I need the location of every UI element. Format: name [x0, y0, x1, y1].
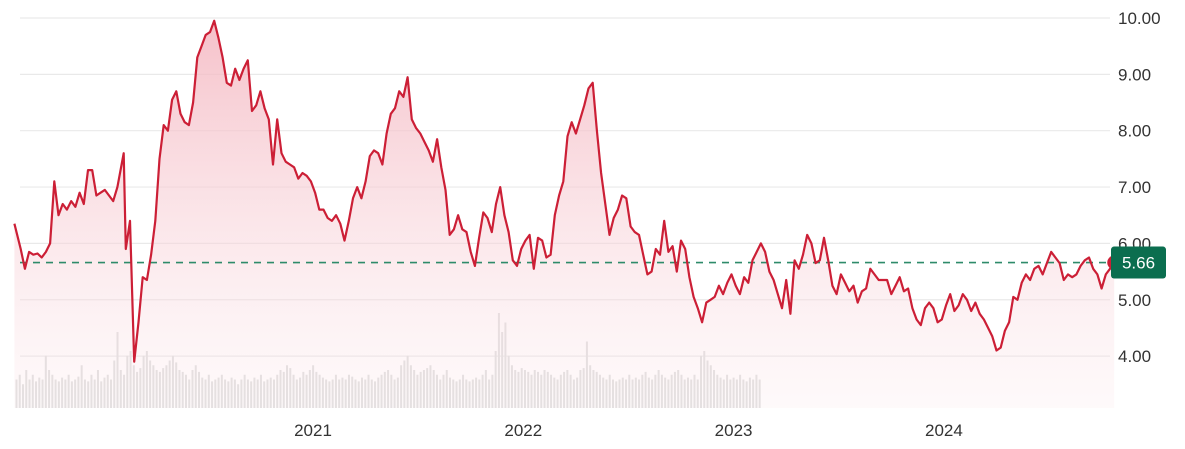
price-area-fill	[14, 20, 1115, 409]
price-area	[14, 20, 1115, 409]
y-tick-label: 8.00	[1118, 122, 1151, 141]
price-line	[13, 19, 1116, 363]
x-axis-ticks: 2021 2022 2023 2024	[294, 421, 963, 440]
y-tick-label: 10.00	[1118, 9, 1161, 28]
x-tick-label: 2024	[925, 421, 963, 440]
current-price-marker: 5.66	[1107, 246, 1166, 279]
x-tick-label: 2023	[715, 421, 753, 440]
y-tick-label: 7.00	[1118, 178, 1151, 197]
y-tick-label: 4.00	[1118, 347, 1151, 366]
current-price-label: 5.66	[1122, 254, 1155, 273]
y-tick-label: 5.00	[1118, 291, 1151, 310]
y-tick-label: 9.00	[1118, 65, 1151, 84]
x-tick-label: 2022	[504, 421, 542, 440]
current-price-badge	[1111, 246, 1166, 279]
x-tick-label: 2021	[294, 421, 332, 440]
price-series-line	[13, 19, 1116, 363]
